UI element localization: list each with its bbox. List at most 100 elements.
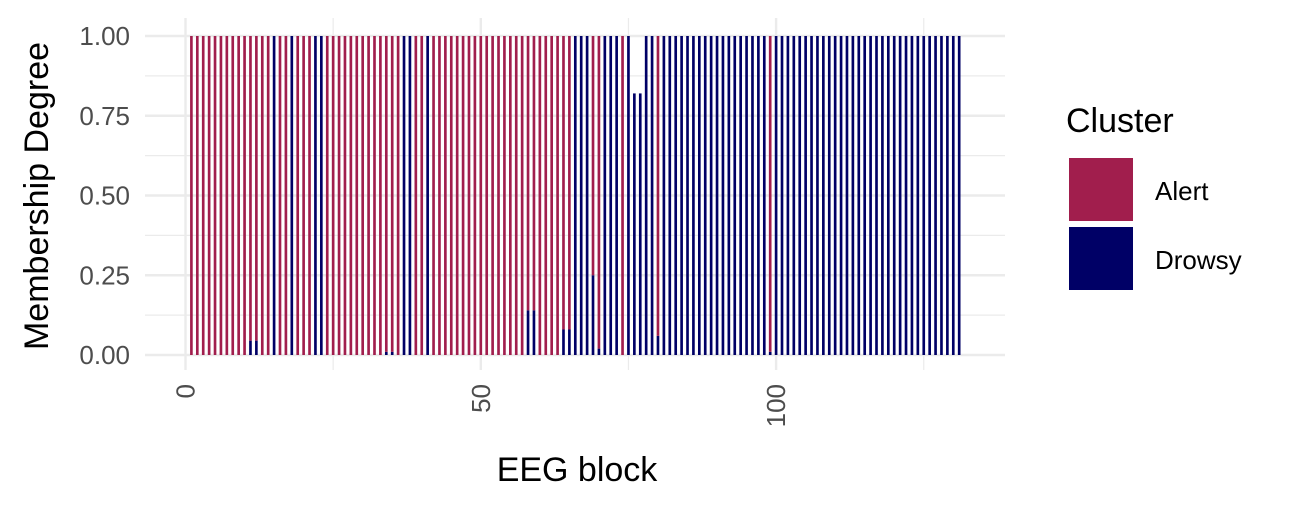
bar-drowsy xyxy=(768,351,772,355)
bar-drowsy xyxy=(957,36,961,355)
bar-alert xyxy=(337,36,341,355)
bar-drowsy xyxy=(946,36,949,355)
bar-alert xyxy=(455,36,459,355)
bar-drowsy xyxy=(314,36,317,355)
bar-alert xyxy=(532,36,536,311)
bar-alert xyxy=(485,36,489,355)
bar-drowsy xyxy=(904,36,908,355)
bar-drowsy xyxy=(733,36,737,355)
bar-drowsy xyxy=(402,36,406,355)
bar-alert xyxy=(361,36,365,355)
x-axis-title: EEG block xyxy=(497,451,659,489)
legend: Cluster Alert Drowsy xyxy=(1066,102,1242,290)
bar-alert xyxy=(231,36,235,355)
bar-drowsy xyxy=(644,36,648,355)
bar-alert xyxy=(568,36,571,330)
bar-drowsy xyxy=(390,351,394,355)
y-tick-label: 0.50 xyxy=(79,181,130,211)
bar-drowsy xyxy=(822,36,825,355)
y-axis-ticks: 0.00 0.25 0.50 0.75 1.00 xyxy=(79,21,130,370)
bar-drowsy xyxy=(709,36,713,355)
bar-drowsy xyxy=(845,36,849,355)
bar-alert xyxy=(432,36,435,355)
y-tick-label: 0.75 xyxy=(79,101,130,131)
bar-alert xyxy=(503,36,506,355)
bar-alert xyxy=(597,36,601,349)
bar-alert xyxy=(195,36,199,355)
bar-alert xyxy=(296,36,300,355)
bar-alert xyxy=(509,36,512,355)
bar-alert xyxy=(260,36,264,355)
bar-alert xyxy=(308,36,311,355)
bar-alert xyxy=(284,36,288,355)
bar-drowsy xyxy=(638,93,642,356)
bar-alert xyxy=(656,36,660,336)
bar-drowsy xyxy=(827,36,831,355)
bar-drowsy xyxy=(804,36,807,355)
bar-alert xyxy=(420,36,424,355)
bar-drowsy xyxy=(910,36,914,355)
bar-alert xyxy=(237,36,240,355)
bar-drowsy xyxy=(609,36,613,355)
bar-alert xyxy=(520,36,524,355)
bar-drowsy xyxy=(851,36,855,355)
bar-alert xyxy=(243,36,246,355)
bar-alert xyxy=(562,36,565,330)
bar-alert xyxy=(461,36,465,355)
bar-alert xyxy=(444,36,447,355)
bar-drowsy xyxy=(727,36,731,355)
bar-drowsy xyxy=(751,36,754,355)
bar-alert xyxy=(550,36,554,355)
bar-alert xyxy=(438,36,441,355)
bar-alert xyxy=(343,36,347,355)
bar-alert xyxy=(331,36,335,355)
bar-alert xyxy=(349,36,353,355)
bar-drowsy xyxy=(816,36,819,355)
bar-drowsy xyxy=(674,36,678,355)
bar-drowsy xyxy=(886,36,890,355)
bar-drowsy xyxy=(680,36,683,355)
bar-alert xyxy=(514,36,518,355)
bar-drowsy xyxy=(916,36,920,355)
bars xyxy=(190,36,961,356)
bar-drowsy xyxy=(633,93,636,356)
bar-drowsy xyxy=(869,36,872,355)
bar-alert xyxy=(190,36,193,355)
bar-drowsy xyxy=(757,36,760,355)
bar-drowsy xyxy=(833,36,837,355)
bar-drowsy xyxy=(532,310,536,355)
bar-alert xyxy=(479,36,483,355)
bar-drowsy xyxy=(892,36,896,355)
bar-alert xyxy=(544,36,548,355)
bar-drowsy xyxy=(739,36,742,355)
bar-alert xyxy=(249,36,252,341)
y-axis-title: Membership Degree xyxy=(18,42,56,350)
bar-drowsy xyxy=(774,36,778,355)
legend-label-alert: Alert xyxy=(1155,176,1209,206)
bar-alert xyxy=(225,36,229,355)
bar-drowsy xyxy=(792,36,796,355)
bar-drowsy xyxy=(951,36,955,355)
bar-alert xyxy=(526,36,530,311)
bar-drowsy xyxy=(697,36,701,355)
bar-drowsy xyxy=(573,36,577,355)
bar-drowsy xyxy=(272,36,276,355)
x-tick-label: 0 xyxy=(171,384,201,398)
bar-drowsy xyxy=(562,329,565,355)
bar-drowsy xyxy=(922,36,926,355)
bar-alert xyxy=(367,36,370,355)
bar-drowsy xyxy=(384,351,388,355)
y-tick-label: 0.00 xyxy=(79,340,130,370)
bar-drowsy xyxy=(692,36,695,355)
bar-alert xyxy=(373,36,376,355)
bar-alert xyxy=(379,36,382,355)
bar-alert xyxy=(255,36,258,341)
y-tick-label: 1.00 xyxy=(79,21,130,51)
bar-drowsy xyxy=(249,340,252,355)
bar-drowsy xyxy=(656,335,660,355)
bar-alert xyxy=(213,36,217,355)
bar-drowsy xyxy=(668,36,672,355)
bar-drowsy xyxy=(662,36,666,355)
bar-alert xyxy=(384,36,388,352)
